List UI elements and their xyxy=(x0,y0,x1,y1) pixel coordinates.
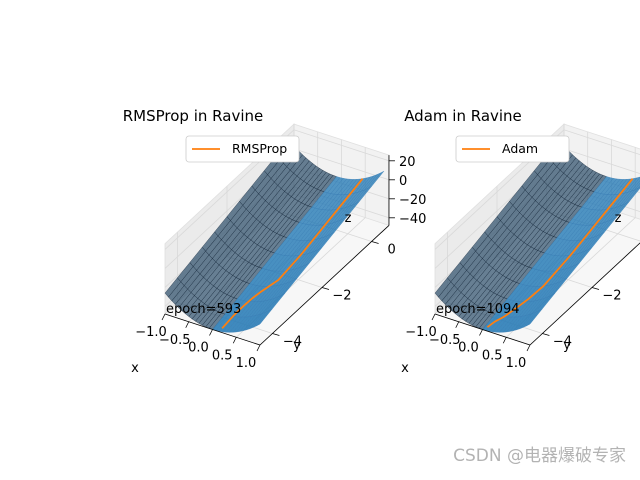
y-tick-mark xyxy=(542,333,550,336)
y-tick-label: −2 xyxy=(332,289,351,304)
x-tick-mark xyxy=(431,313,436,321)
y-tick-mark xyxy=(591,287,600,290)
y-tick-label: −4 xyxy=(283,335,302,350)
legend-label: RMSProp xyxy=(232,141,287,156)
x-tick-label: −0.5 xyxy=(159,333,191,348)
surface-facet xyxy=(526,308,543,327)
x-tick-mark xyxy=(185,321,190,328)
optimizer-path xyxy=(486,178,634,328)
y-axis-label: y xyxy=(563,338,571,353)
chart-title: Adam in Ravine xyxy=(404,107,522,125)
epoch-annotation: epoch=1094 xyxy=(436,302,520,317)
x-tick-label: 0.0 xyxy=(188,341,209,356)
z-tick-label: 0 xyxy=(399,174,407,189)
optimizer-path xyxy=(221,178,364,329)
x-tick-mark xyxy=(209,329,213,336)
legend-box xyxy=(455,135,570,163)
y-axis-label: y xyxy=(293,338,301,353)
y-tick-mark xyxy=(371,241,379,244)
x-axis-label: x xyxy=(401,361,409,376)
x-tick-label: 0.5 xyxy=(212,348,233,363)
y-axis-line xyxy=(259,225,390,346)
epoch-annotation: epoch=593 xyxy=(166,302,241,317)
x-tick-mark xyxy=(256,344,261,352)
surface-facet xyxy=(256,308,273,327)
x-tick-mark xyxy=(526,344,531,352)
x-tick-mark xyxy=(232,337,237,344)
z-tick-label: 20 xyxy=(399,155,416,170)
x-tick-label: 1.0 xyxy=(506,356,527,371)
x-tick-mark xyxy=(502,337,507,344)
x-tick-label: −1.0 xyxy=(135,325,167,340)
x-tick-label: −1.0 xyxy=(405,325,437,340)
x-tick-mark xyxy=(479,329,483,336)
z-axis-label: z xyxy=(615,211,622,226)
legend: RMSProp xyxy=(185,135,300,163)
y-tick-label: −4 xyxy=(553,335,572,350)
x-tick-label: −0.5 xyxy=(429,333,461,348)
y-tick-mark xyxy=(272,333,280,336)
legend: Adam xyxy=(455,135,570,163)
x-tick-mark xyxy=(161,313,166,321)
x-axis-label: x xyxy=(131,361,139,376)
chart-title: RMSProp in Ravine xyxy=(123,107,263,125)
x-tick-label: 0.5 xyxy=(482,348,503,363)
x-tick-label: 0.0 xyxy=(458,341,479,356)
x-tick-mark xyxy=(455,321,460,328)
watermark: CSDN @电器爆破专家 xyxy=(453,446,626,466)
y-tick-mark xyxy=(321,287,330,290)
surface-facet xyxy=(638,185,640,189)
y-tick-label: −2 xyxy=(602,289,621,304)
z-tick-label: −20 xyxy=(399,193,426,208)
z-axis-label: z xyxy=(345,211,352,226)
y-tick-label: 0 xyxy=(387,243,395,258)
legend-label: Adam xyxy=(502,141,538,156)
x-tick-label: 1.0 xyxy=(236,356,257,371)
legend-box xyxy=(185,135,300,163)
z-tick-label: −40 xyxy=(399,212,426,227)
y-axis-line xyxy=(529,242,640,346)
rmsprop-subplot: −1.0−0.50.00.51.0−4−20200−20−40xyzRMSPro… xyxy=(123,107,427,376)
